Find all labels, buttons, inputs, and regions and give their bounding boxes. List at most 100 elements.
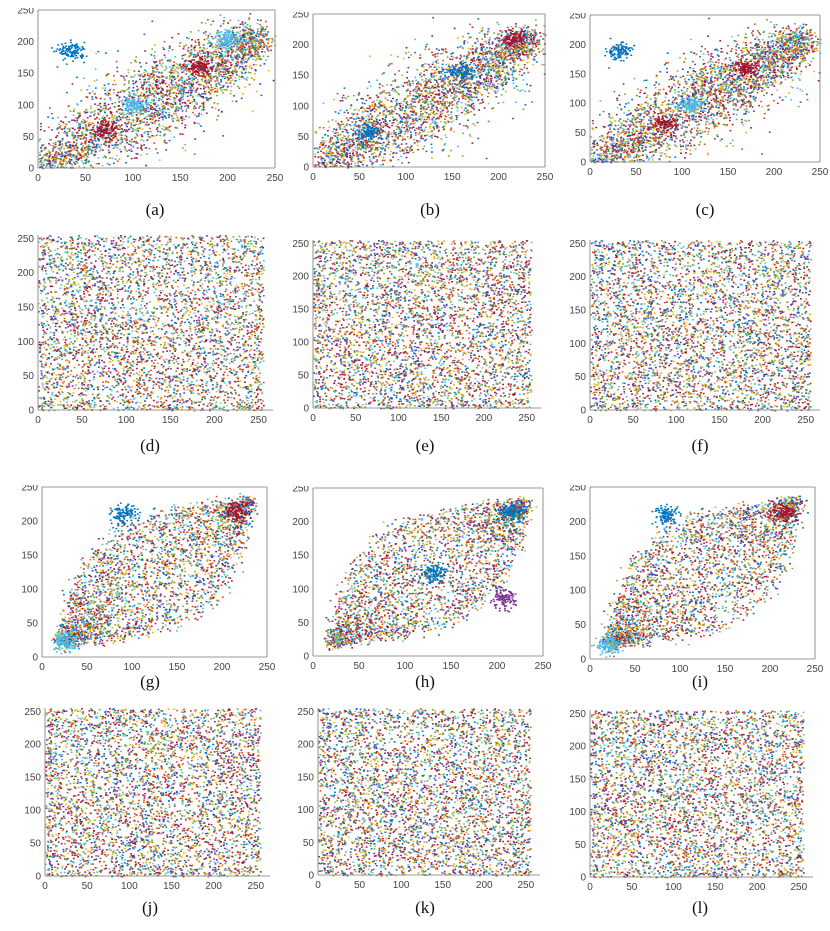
scatter-point [497, 56, 500, 58]
scatter-point [240, 37, 243, 39]
scatter-point [212, 66, 215, 68]
scatter-point [107, 134, 110, 137]
scatter-point [235, 71, 238, 74]
scatter-point [339, 137, 342, 140]
scatter-point [461, 64, 464, 66]
scatter-point [222, 135, 225, 137]
scatter-point [196, 87, 199, 90]
scatter-point [151, 87, 154, 89]
scatter-point [170, 81, 173, 84]
scatter-point [532, 49, 535, 52]
scatter-point [135, 140, 137, 143]
scatter-point [246, 47, 249, 50]
scatter-point [230, 85, 233, 88]
scatter-point [396, 123, 399, 126]
scatter-point [407, 161, 410, 164]
scatter-point [156, 84, 159, 86]
scatter-point [67, 105, 70, 107]
scatter-point [72, 110, 75, 112]
scatter-point [49, 107, 51, 109]
scatter-point [176, 95, 178, 98]
scatter-point [184, 143, 186, 146]
scatter-point [223, 42, 226, 45]
scatter-point [148, 114, 151, 116]
scatter-point [132, 128, 135, 130]
scatter-point [65, 91, 68, 94]
scatter-point [47, 126, 50, 129]
scatter-point [103, 110, 106, 112]
scatter-point [130, 150, 133, 152]
scatter-point [222, 57, 224, 59]
scatter-point [143, 83, 145, 85]
scatter-point [224, 55, 227, 58]
scatter-point [239, 30, 242, 32]
scatter-point [408, 150, 411, 152]
scatter-point [137, 130, 139, 132]
scatter-point [229, 92, 232, 95]
scatter-point [54, 141, 57, 144]
scatter-point [185, 110, 188, 112]
scatter-point [421, 65, 424, 68]
scatter-point [462, 90, 464, 92]
scatter-point [320, 159, 323, 161]
scatter-point [41, 166, 43, 168]
scatter-point [57, 147, 60, 150]
scatter-point [529, 50, 531, 53]
scatter-point [193, 64, 196, 66]
scatter-point [251, 54, 254, 56]
scatter-point [468, 87, 471, 89]
scatter-point [450, 69, 453, 71]
scatter-point [422, 80, 425, 83]
scatter-point [168, 126, 171, 128]
scatter-point [261, 48, 264, 50]
scatter-point [245, 78, 247, 80]
scatter-point [71, 148, 74, 151]
scatter-point [346, 139, 349, 141]
scatter-point [102, 107, 105, 110]
scatter-point [132, 99, 135, 102]
scatter-point [78, 157, 81, 160]
scatter-point [46, 160, 49, 162]
scatter-point [153, 79, 156, 81]
scatter-point [240, 62, 243, 65]
scatter-point [258, 35, 260, 38]
scatter-point [262, 28, 264, 31]
scatter-point [41, 144, 43, 146]
scatter-point [150, 130, 152, 133]
scatter-point [333, 165, 336, 168]
scatter-point [215, 62, 218, 64]
scatter-point [151, 82, 154, 85]
scatter-point [442, 80, 444, 82]
scatter-point [82, 55, 84, 57]
scatter-point [75, 46, 77, 48]
scatter-point [490, 88, 493, 90]
scatter-point [387, 64, 390, 67]
scatter-point [259, 41, 262, 44]
scatter-point [51, 163, 54, 165]
scatter-point [184, 149, 187, 152]
scatter-point [168, 139, 171, 142]
scatter-point [386, 84, 389, 86]
scatter-point [439, 120, 442, 123]
scatter-point [352, 114, 354, 116]
scatter-point [74, 57, 77, 59]
scatter-point [158, 76, 160, 78]
scatter-point [136, 133, 138, 136]
scatter-point [352, 141, 355, 144]
scatter-point [175, 71, 177, 73]
scatter-point [158, 107, 161, 110]
scatter-point [440, 81, 443, 83]
scatter-point [249, 29, 252, 32]
scatter-point [128, 109, 130, 111]
scatter-point [143, 75, 146, 78]
scatter-point [156, 68, 159, 71]
scatter-point [63, 122, 65, 125]
scatter-point [140, 112, 142, 114]
scatter-point [259, 19, 262, 22]
scatter-point [88, 145, 90, 147]
scatter-point [58, 158, 61, 160]
scatter-point [356, 137, 359, 140]
scatter-point [208, 51, 211, 54]
scatter-point [132, 102, 134, 104]
scatter-point [173, 83, 176, 86]
